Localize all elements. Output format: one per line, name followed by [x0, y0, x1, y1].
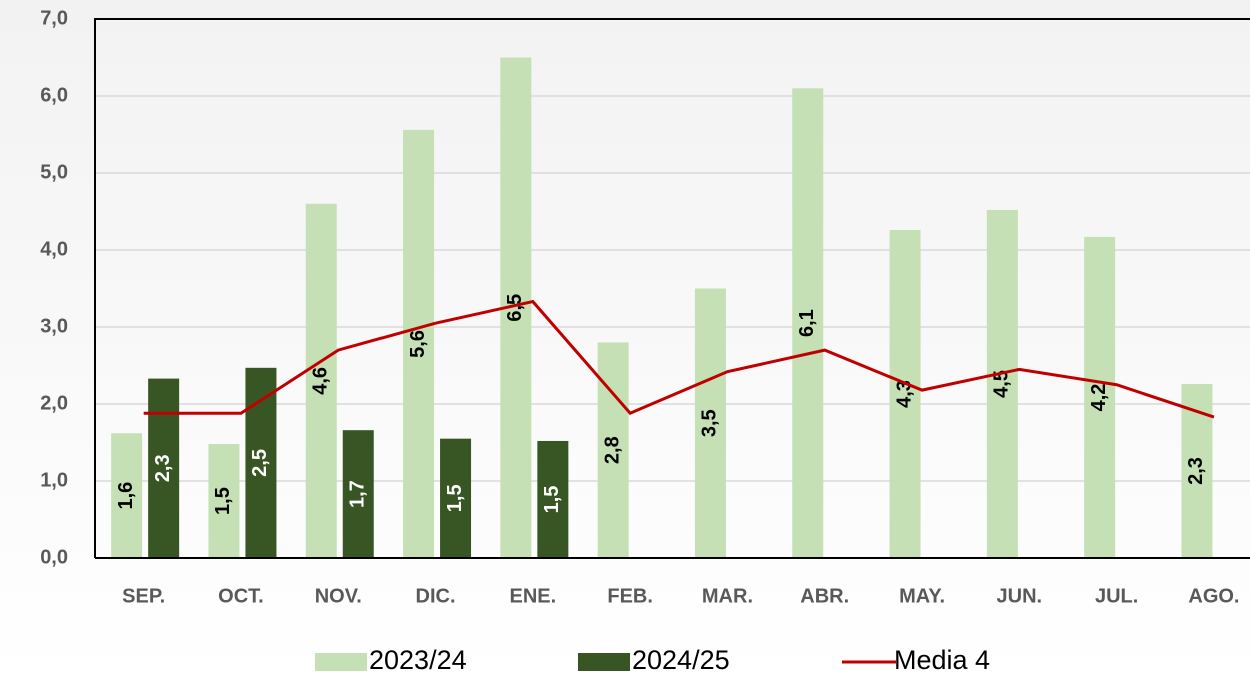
bar: [1084, 236, 1116, 558]
data-label: 3,5: [699, 409, 721, 437]
data-label: 1,7: [347, 480, 369, 508]
data-label: 6,5: [504, 294, 526, 322]
legend-label: Media 4: [894, 645, 990, 675]
data-label: 6,1: [796, 309, 818, 337]
legend-label: 2023/24: [369, 645, 467, 675]
bar: [403, 129, 435, 558]
bar: [694, 288, 726, 558]
bar: [305, 203, 337, 559]
bar: [792, 88, 824, 559]
data-label: 4,5: [991, 370, 1013, 398]
data-label: 4,6: [310, 367, 332, 395]
y-tick-label: 3,0: [40, 315, 68, 337]
line: [143, 299, 1215, 419]
legend-swatch: [578, 653, 630, 671]
bar: [537, 440, 569, 558]
bar: [986, 209, 1018, 558]
x-tick-label: ABR.: [800, 585, 849, 607]
bar: [208, 444, 240, 558]
data-label: 1,6: [115, 482, 137, 510]
data-label: 2,3: [1185, 457, 1207, 485]
data-label: 4,2: [1088, 384, 1110, 412]
data-label: 1,5: [541, 486, 563, 514]
data-label: 5,6: [407, 330, 429, 358]
data-label: 2,3: [152, 454, 174, 482]
y-tick-label: 4,0: [40, 238, 68, 260]
bar: [148, 378, 180, 558]
x-tick-label: MAY.: [899, 585, 945, 607]
bar: [342, 430, 374, 558]
y-tick-label: 1,0: [40, 469, 68, 491]
x-tick-label: SEP.: [122, 585, 165, 607]
y-tick-label: 0,0: [40, 546, 68, 568]
legend-label: 2024/25: [632, 645, 730, 675]
x-tick-label: MAR.: [702, 585, 753, 607]
data-label: 2,5: [249, 449, 271, 477]
data-label: 4,3: [893, 380, 915, 408]
plot-border: [94, 18, 1250, 558]
x-tick-label: FEB.: [607, 585, 653, 607]
bar: [111, 433, 143, 558]
x-tick-label: JUN.: [997, 585, 1043, 607]
x-tick-label: OCT.: [218, 585, 264, 607]
x-tick-label: JUL.: [1095, 585, 1138, 607]
data-label: 2,8: [601, 436, 623, 464]
bar: [889, 229, 921, 559]
legend-swatch: [315, 653, 367, 671]
y-tick-label: 6,0: [40, 84, 68, 106]
data-label: 1,5: [444, 484, 466, 512]
y-tick-label: 2,0: [40, 392, 68, 414]
bar: [440, 438, 472, 558]
bar: [597, 342, 629, 558]
x-tick-label: DIC.: [416, 585, 456, 607]
data-label: 1,5: [212, 487, 234, 515]
x-tick-label: AGO.: [1188, 585, 1239, 607]
y-tick-label: 5,0: [40, 161, 68, 183]
y-tick-label: 7,0: [40, 7, 68, 29]
x-tick-label: NOV.: [315, 585, 362, 607]
x-tick-label: ENE.: [510, 585, 557, 607]
